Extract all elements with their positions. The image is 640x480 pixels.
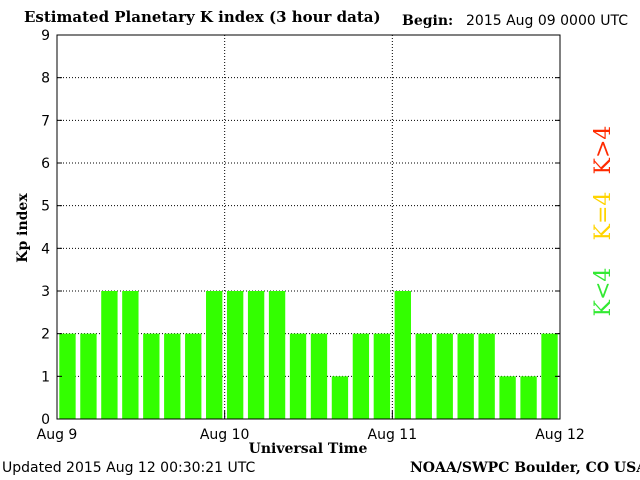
y-axis-ticks: 0 1 2 3 4 5 6 7 8 9 — [41, 28, 560, 428]
kp-bar — [415, 333, 432, 419]
begin-value: 2015 Aug 09 0000 UTC — [466, 13, 628, 29]
kp-bar — [436, 333, 453, 419]
x-tick-label: Aug 11 — [368, 427, 418, 443]
chart-title: Estimated Planetary K index (3 hour data… — [24, 8, 381, 26]
kp-bar — [268, 291, 286, 419]
y-tick-label: 5 — [41, 199, 50, 215]
kp-bar — [289, 333, 307, 419]
y-tick-label: 2 — [41, 327, 50, 343]
kp-bar — [457, 333, 474, 419]
kp-bar — [206, 291, 223, 419]
x-tick-label: Aug 10 — [200, 427, 250, 443]
legend-item: K<4 — [591, 268, 616, 317]
kp-bar — [352, 333, 370, 419]
y-tick-label: 9 — [41, 28, 50, 44]
y-tick-label: 3 — [41, 284, 50, 300]
updated-timestamp: Updated 2015 Aug 12 00:30:21 UTC — [2, 460, 256, 476]
kp-bar — [520, 376, 537, 419]
x-tick-label: Aug 9 — [37, 427, 78, 443]
begin-label: Begin: — [402, 13, 454, 29]
kp-bar — [331, 376, 349, 419]
kp-bar — [478, 333, 495, 419]
y-tick-label: 7 — [41, 113, 50, 129]
kp-bar — [164, 333, 181, 419]
kp-bar — [59, 333, 76, 419]
legend: K>4 K=4 K<4 — [591, 126, 616, 317]
plot-frame — [56, 34, 561, 420]
bars — [59, 291, 558, 419]
kp-bar — [80, 333, 97, 419]
kp-bar — [394, 291, 411, 419]
y-tick-label: 6 — [41, 156, 50, 172]
kp-bar — [226, 291, 244, 419]
kp-bar — [143, 333, 160, 419]
x-tick-label: Aug 12 — [535, 427, 585, 443]
kp-bar — [373, 333, 391, 419]
kp-bar — [499, 376, 516, 419]
kp-bar — [101, 291, 118, 419]
y-tick-label: 0 — [41, 412, 50, 428]
x-axis-label: Universal Time — [249, 441, 368, 457]
grid-lines — [57, 35, 560, 419]
y-axis-label: Kp index — [15, 193, 31, 263]
kp-bar — [541, 333, 558, 419]
kp-bar — [310, 333, 328, 419]
y-tick-label: 4 — [41, 241, 50, 257]
kp-bar — [122, 291, 139, 419]
kp-bar — [185, 333, 202, 419]
y-tick-label: 8 — [41, 71, 50, 87]
legend-item: K=4 — [591, 192, 616, 241]
credit-text: NOAA/SWPC Boulder, CO USA — [410, 460, 640, 476]
y-tick-label: 1 — [41, 369, 50, 385]
x-axis-ticks: Aug 9 Aug 10 Aug 11 Aug 12 — [37, 411, 585, 443]
kp-bar — [247, 291, 265, 419]
legend-item: K>4 — [591, 126, 616, 175]
